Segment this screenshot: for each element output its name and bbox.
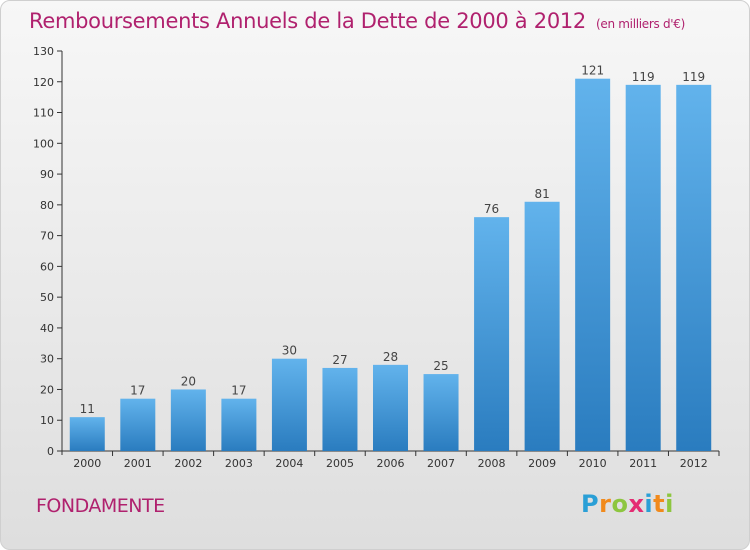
- x-tick-label: 2005: [326, 457, 354, 470]
- y-tick-label: 120: [33, 76, 54, 89]
- bar-2004: [271, 358, 307, 451]
- y-tick-label: 80: [40, 199, 54, 212]
- value-label: 30: [282, 344, 297, 358]
- y-tick-label: 10: [40, 414, 54, 427]
- chart-labels: 2000 11 2001 17 2002 20 2003 17 2004 30 2005 27 2006…: [73, 64, 707, 470]
- x-tick-label: 2004: [275, 457, 303, 470]
- bar-2010: [575, 78, 611, 451]
- chart-unit: (en milliers d'€): [596, 17, 686, 31]
- value-label: 121: [581, 64, 604, 78]
- y-tick-label: 50: [40, 291, 54, 304]
- y-tick-label: 60: [40, 260, 54, 273]
- y-tick-label: 30: [40, 353, 54, 366]
- bar-2009: [524, 201, 560, 451]
- y-tick-label: 20: [40, 383, 54, 396]
- bar-2006: [373, 364, 408, 451]
- x-tick-label: 2009: [528, 457, 556, 470]
- y-tick-label: 90: [40, 168, 54, 181]
- x-tick-label: 2003: [225, 457, 253, 470]
- logo-letter: o: [611, 490, 629, 518]
- x-tick-label: 2007: [427, 457, 455, 470]
- x-tick-label: 2002: [174, 457, 202, 470]
- x-tick-label: 2011: [629, 457, 657, 470]
- bar-2003: [221, 398, 257, 451]
- x-tick-label: 2006: [377, 457, 405, 470]
- value-label: 20: [181, 374, 196, 388]
- value-label: 119: [632, 70, 655, 84]
- logo-letter: r: [599, 490, 612, 518]
- value-label: 119: [682, 70, 705, 84]
- bar-2008: [474, 217, 510, 451]
- x-tick-label: 2001: [124, 457, 152, 470]
- value-label: 17: [130, 384, 145, 398]
- logo-letter: i: [665, 490, 674, 518]
- bar-2011: [625, 84, 661, 451]
- logo-letter: x: [628, 490, 645, 518]
- value-label: 28: [383, 350, 398, 364]
- x-tick-label: 2000: [73, 457, 101, 470]
- x-tick-label: 2008: [478, 457, 506, 470]
- bar-2001: [120, 398, 156, 451]
- value-label: 11: [80, 402, 95, 416]
- y-tick-label: 110: [33, 107, 54, 120]
- proxiti-logo: Proxiti: [581, 490, 674, 518]
- x-tick-label: 2012: [680, 457, 708, 470]
- bar-2002: [170, 389, 206, 451]
- logo-letter: t: [653, 490, 666, 518]
- commune-name: FONDAMENTE: [36, 495, 165, 517]
- logo-letter: i: [644, 490, 654, 518]
- value-label: 25: [433, 359, 448, 373]
- bar-2012: [676, 84, 712, 451]
- value-label: 81: [534, 187, 549, 201]
- x-tick-label: 2010: [579, 457, 607, 470]
- chart-title-text: Remboursements Annuels de la Dette de 20…: [29, 9, 586, 33]
- chart-title: Remboursements Annuels de la Dette de 20…: [29, 9, 685, 33]
- value-label: 76: [484, 202, 499, 216]
- value-label: 17: [231, 384, 246, 398]
- chart-bars: [69, 78, 712, 451]
- y-tick-label: 100: [33, 137, 54, 150]
- bar-2005: [322, 367, 358, 451]
- bar-2000: [69, 417, 105, 451]
- y-tick-label: 0: [47, 445, 54, 458]
- y-tick-label: 130: [33, 45, 54, 58]
- value-label: 27: [332, 353, 347, 367]
- logo-letter: P: [581, 490, 600, 518]
- bar-2007: [423, 374, 459, 451]
- y-tick-label: 40: [40, 322, 54, 335]
- y-tick-label: 70: [40, 230, 54, 243]
